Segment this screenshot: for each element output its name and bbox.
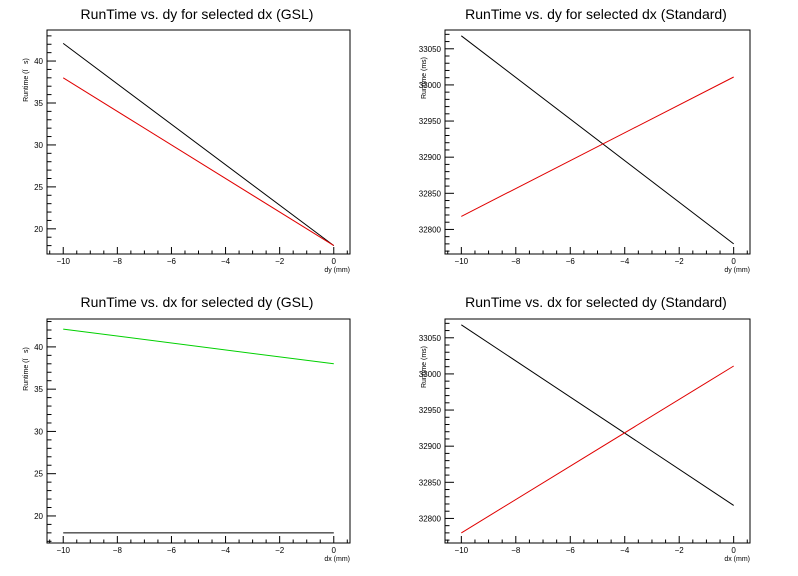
chart-3-x-tick-label: −2 — [675, 546, 685, 555]
chart-0-title: RunTime vs. dy for selected dx (GSL) — [81, 6, 314, 22]
chart-1-series-0-line — [460, 35, 735, 245]
chart-1-x-axis-label: dy (mm) — [724, 267, 750, 274]
chart-3-series-1-line — [461, 365, 734, 534]
chart-3-y-tick-label: 32800 — [419, 514, 442, 523]
chart-2-x-tick-label: −4 — [221, 546, 231, 555]
chart-3-y-axis-label: Runtime (ms) — [421, 346, 428, 388]
chart-1-y-axis-label: Runtime (ms) — [421, 57, 428, 99]
chart-0-series-1-line — [62, 77, 335, 247]
chart-1-x-tick-label: −6 — [566, 257, 576, 266]
chart-3-plot-frame — [444, 318, 751, 544]
chart-1-x-tick-label: −8 — [511, 257, 521, 266]
chart-1-title: RunTime vs. dy for selected dx (Standard… — [465, 6, 727, 22]
panel-bottom-right: RunTime vs. dx for selected dy (Standard… — [419, 294, 751, 563]
chart-0-x-tick-label: −8 — [113, 257, 123, 266]
chart-1-plot-frame — [444, 29, 751, 255]
chart-2-y-tick-label: 20 — [34, 512, 43, 521]
panel-top-right: RunTime vs. dy for selected dx (Standard… — [419, 6, 751, 274]
chart-1-x-tick-label: 0 — [731, 257, 736, 266]
chart-3-x-axis-label: dx (mm) — [724, 556, 750, 563]
chart-0-y-tick-label: 30 — [34, 141, 43, 150]
chart-1-y-tick-label: 32850 — [419, 189, 442, 198]
chart-3-y-tick-label: 32850 — [419, 478, 442, 487]
chart-2-y-tick-label: 35 — [34, 385, 43, 394]
chart-1-series-1-line — [461, 76, 734, 217]
chart-1-y-tick-label: 32900 — [419, 153, 442, 162]
chart-2-title: RunTime vs. dx for selected dy (GSL) — [81, 294, 314, 310]
chart-0-y-tick-label: 25 — [34, 183, 43, 192]
chart-0-x-tick-label: −2 — [275, 257, 285, 266]
chart-0-x-tick-label: −10 — [56, 257, 70, 266]
chart-3-x-tick-label: −4 — [620, 546, 630, 555]
chart-3-x-tick-label: −6 — [566, 546, 576, 555]
chart-2-y-axis-label: Runtime (Ïs) — [22, 347, 30, 391]
chart-3-y-tick-label: 32950 — [419, 406, 442, 415]
chart-2-y-tick-label: 40 — [34, 343, 43, 352]
chart-2-x-tick-label: −6 — [167, 546, 177, 555]
chart-3-x-tick-label: −8 — [511, 546, 521, 555]
chart-1-y-tick-label: 33050 — [419, 45, 442, 54]
chart-2-x-tick-label: −2 — [275, 546, 285, 555]
chart-0-x-axis-label: dy (mm) — [324, 267, 350, 274]
chart-1-y-tick-label: 32800 — [419, 225, 442, 234]
chart-2-x-tick-label: −8 — [113, 546, 123, 555]
chart-0-y-tick-label: 20 — [34, 225, 43, 234]
chart-0-y-tick-label: 40 — [34, 57, 43, 66]
chart-3-y-tick-label: 32900 — [419, 442, 442, 451]
chart-2-plot-frame — [46, 318, 351, 544]
chart-2-y-tick-label: 30 — [34, 427, 43, 436]
chart-3-series-0-line — [461, 324, 734, 506]
chart-2-y-tick-label: 25 — [34, 470, 43, 479]
panel-bottom-left: RunTime vs. dx for selected dy (GSL) −10 −… — [22, 294, 351, 563]
chart-2-x-tick-label: −10 — [56, 546, 70, 555]
chart-3-y-tick-label: 33000 — [419, 370, 442, 379]
chart-1-y-tick-label: 33000 — [419, 81, 442, 90]
chart-0-y-tick-label: 35 — [34, 99, 43, 108]
chart-2-x-tick-label: 0 — [332, 546, 337, 555]
chart-1-x-tick-label: −10 — [455, 257, 469, 266]
chart-2-x-axis-label: dx (mm) — [324, 556, 350, 563]
chart-2-series-0-line — [63, 328, 334, 365]
panel-top-left: RunTime vs. dy for selected dx (GSL) −10 −… — [22, 6, 351, 274]
chart-3-x-tick-label: 0 — [731, 546, 736, 555]
chart-3-x-tick-label: −10 — [455, 546, 469, 555]
chart-1-x-tick-label: −2 — [675, 257, 685, 266]
chart-1-x-tick-label: −4 — [620, 257, 630, 266]
chart-0-y-axis-label: Runtime (Ïs) — [22, 58, 30, 102]
chart-1-y-tick-label: 32950 — [419, 117, 442, 126]
chart-3-y-tick-label: 33050 — [419, 334, 442, 343]
chart-0-x-tick-label: −6 — [167, 257, 177, 266]
chart-0-series-0-line — [62, 42, 335, 247]
chart-3-title: RunTime vs. dx for selected dy (Standard… — [465, 294, 727, 310]
chart-0-x-tick-label: −4 — [221, 257, 231, 266]
chart-0-plot-frame — [46, 29, 351, 255]
chart-0-x-tick-label: 0 — [332, 257, 337, 266]
